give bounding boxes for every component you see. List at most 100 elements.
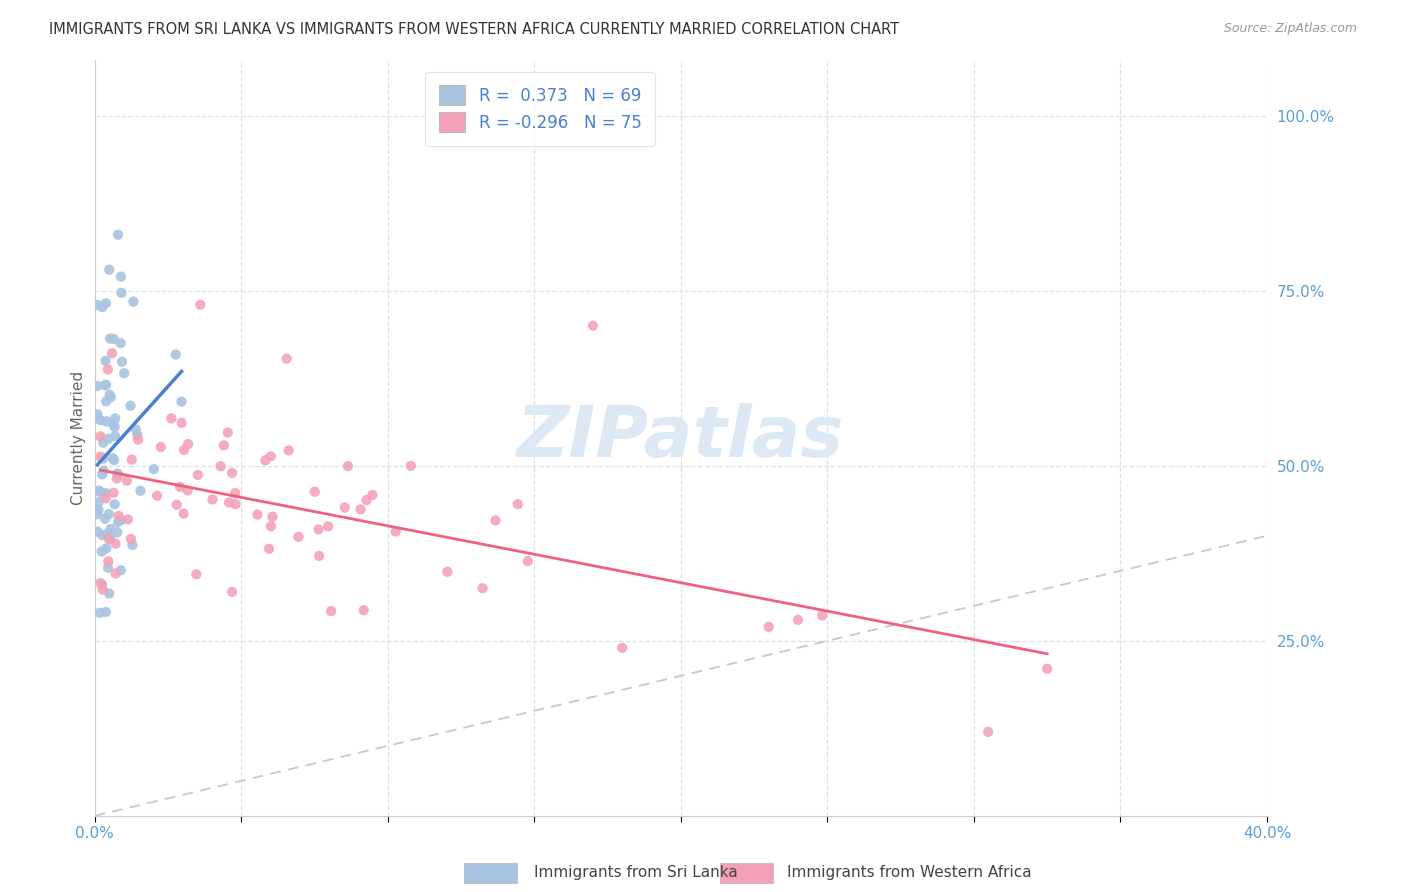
Point: [471, 581, 494, 595]
Point: [436, 565, 458, 579]
Point: [308, 523, 330, 537]
Point: [91, 578, 114, 592]
Point: [103, 418, 125, 433]
Point: [186, 567, 208, 582]
Point: [399, 458, 422, 473]
Point: [94, 486, 117, 500]
Point: [122, 294, 145, 309]
Point: [173, 442, 195, 457]
Point: [221, 585, 243, 599]
Point: [121, 538, 143, 552]
Point: [112, 366, 135, 380]
Point: [758, 620, 780, 634]
Point: [98, 262, 121, 277]
Point: [101, 451, 124, 466]
Point: [149, 440, 172, 454]
Point: [98, 388, 121, 402]
Point: [120, 532, 142, 546]
Point: [212, 438, 235, 452]
Point: [1036, 662, 1059, 676]
Point: [91, 451, 114, 466]
Point: [176, 483, 198, 498]
Text: ZIPatlas: ZIPatlas: [517, 403, 845, 472]
Point: [89, 413, 111, 427]
Point: [104, 420, 127, 434]
Point: [506, 497, 529, 511]
Point: [160, 411, 183, 425]
Point: [103, 453, 125, 467]
Point: [287, 530, 309, 544]
Point: [89, 576, 111, 591]
Point: [97, 554, 120, 568]
Point: [353, 603, 375, 617]
Point: [98, 532, 121, 546]
Point: [260, 519, 283, 533]
Point: [187, 467, 209, 482]
Point: [98, 332, 121, 346]
Point: [94, 354, 117, 368]
Point: [91, 467, 114, 482]
Point: [120, 399, 142, 413]
Point: [111, 355, 134, 369]
Point: [260, 450, 283, 464]
Point: [304, 484, 326, 499]
Point: [104, 536, 127, 550]
Point: [254, 453, 277, 467]
Point: [277, 443, 299, 458]
Point: [86, 524, 108, 539]
Point: [104, 429, 127, 443]
Point: [96, 414, 118, 428]
Point: [91, 300, 114, 314]
Point: [104, 497, 127, 511]
Point: [104, 411, 127, 425]
Point: [86, 298, 108, 312]
Point: [516, 554, 538, 568]
Point: [146, 489, 169, 503]
Point: [94, 296, 117, 310]
Point: [121, 452, 143, 467]
Point: [91, 435, 114, 450]
Text: Immigrants from Western Africa: Immigrants from Western Africa: [787, 865, 1032, 880]
Point: [165, 347, 187, 361]
Point: [276, 351, 298, 366]
Point: [96, 541, 118, 556]
Point: [105, 471, 128, 485]
Point: [117, 512, 139, 526]
Point: [89, 429, 111, 443]
Point: [105, 525, 128, 540]
Point: [170, 394, 193, 409]
Point: [87, 495, 110, 509]
Point: [257, 541, 280, 556]
Point: [107, 227, 129, 242]
Point: [308, 549, 330, 563]
Point: [612, 640, 634, 655]
Point: [188, 298, 211, 312]
Point: [89, 606, 111, 620]
Point: [201, 492, 224, 507]
Point: [110, 513, 132, 527]
Point: [90, 544, 112, 558]
Point: [86, 507, 108, 521]
Point: [224, 497, 246, 511]
Point: [127, 428, 149, 442]
Point: [221, 466, 243, 480]
Point: [224, 486, 246, 500]
Point: [86, 379, 108, 393]
Point: [104, 566, 127, 581]
Point: [110, 269, 132, 284]
Point: [101, 346, 124, 360]
Point: [93, 463, 115, 477]
Point: [97, 432, 120, 446]
Text: IMMIGRANTS FROM SRI LANKA VS IMMIGRANTS FROM WESTERN AFRICA CURRENTLY MARRIED CO: IMMIGRANTS FROM SRI LANKA VS IMMIGRANTS …: [49, 22, 900, 37]
Point: [91, 582, 114, 597]
Point: [582, 318, 605, 333]
Point: [977, 724, 1000, 739]
Point: [97, 525, 120, 540]
Point: [110, 336, 132, 351]
Point: [94, 491, 117, 506]
Point: [87, 483, 110, 498]
Point: [333, 500, 356, 515]
Point: [484, 513, 506, 527]
Point: [97, 507, 120, 521]
Point: [94, 605, 117, 619]
